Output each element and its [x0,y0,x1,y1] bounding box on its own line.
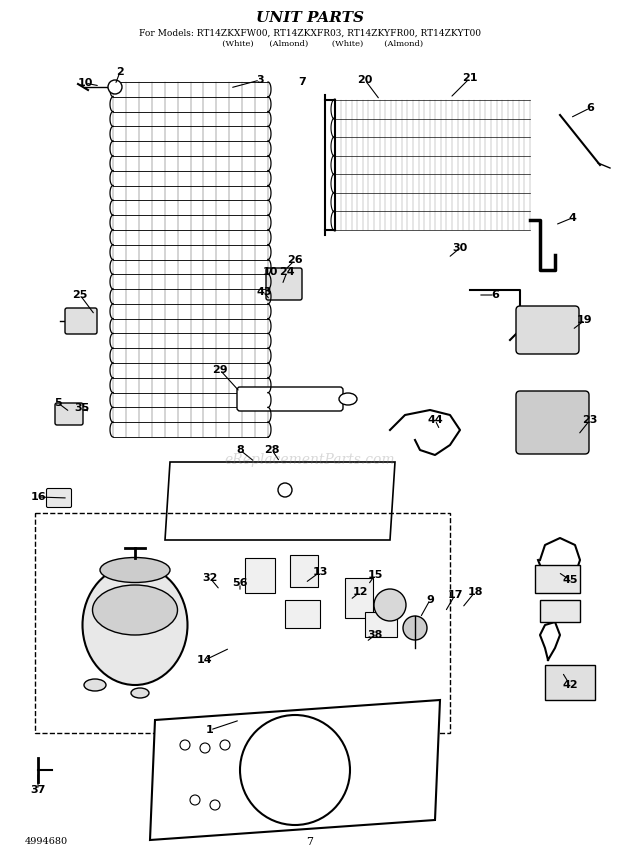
Circle shape [240,715,350,825]
Text: 30: 30 [453,243,467,253]
FancyBboxPatch shape [266,268,302,300]
Circle shape [190,795,200,805]
Text: 17: 17 [447,590,463,600]
Text: 7: 7 [306,837,314,847]
Text: 26: 26 [287,255,303,265]
Text: 10: 10 [262,267,278,277]
Circle shape [108,80,122,94]
Text: 4994680: 4994680 [25,837,68,847]
Circle shape [210,800,220,810]
Text: 38: 38 [367,630,383,640]
Text: 14: 14 [197,655,213,665]
FancyBboxPatch shape [516,391,589,454]
Text: 16: 16 [30,492,46,502]
Text: 35: 35 [74,403,90,413]
Ellipse shape [339,393,357,405]
Ellipse shape [131,688,149,698]
Circle shape [180,740,190,750]
Text: 10: 10 [78,78,92,88]
Text: 18: 18 [467,587,483,597]
Text: 32: 32 [202,573,218,583]
Text: 45: 45 [562,575,578,585]
Text: 29: 29 [212,365,228,375]
Text: 43: 43 [256,287,272,297]
Text: 24: 24 [279,267,295,277]
Text: UNIT PARTS: UNIT PARTS [256,11,364,25]
Text: 44: 44 [427,415,443,425]
Bar [345,578,373,618]
FancyBboxPatch shape [46,489,71,508]
Text: 5: 5 [54,398,62,408]
Text: 37: 37 [30,785,46,795]
Text: 28: 28 [264,445,280,455]
Polygon shape [150,700,440,840]
Text: 8: 8 [236,445,244,455]
Text: 12: 12 [352,587,368,597]
Text: 6: 6 [491,290,499,300]
Text: 25: 25 [73,290,87,300]
Text: (White)      (Almond)         (White)        (Almond): (White) (Almond) (White) (Almond) [197,40,423,48]
Polygon shape [165,462,395,540]
Circle shape [374,589,406,621]
Text: 15: 15 [367,570,383,580]
Text: 23: 23 [582,415,598,425]
Bar [285,600,320,628]
FancyBboxPatch shape [65,308,97,334]
Bar [245,558,275,593]
Text: 21: 21 [463,73,478,83]
Text: eReplacementParts.com: eReplacementParts.com [224,453,396,467]
Text: 2: 2 [116,67,124,77]
FancyBboxPatch shape [55,403,83,425]
Text: 4: 4 [568,213,576,223]
Bar [35,513,450,733]
Bar [540,600,580,622]
FancyBboxPatch shape [237,387,343,411]
Bar [535,565,580,593]
Ellipse shape [100,557,170,582]
FancyBboxPatch shape [516,306,579,354]
Text: 9: 9 [426,595,434,605]
Bar [290,555,318,587]
Text: 42: 42 [562,680,578,690]
Ellipse shape [82,565,187,685]
Text: 6: 6 [586,103,594,113]
Text: 56: 56 [232,578,248,588]
Circle shape [220,740,230,750]
Ellipse shape [92,585,177,635]
Text: 3: 3 [256,75,264,85]
Text: 7: 7 [298,77,306,87]
Text: 19: 19 [577,315,593,325]
Bar [365,612,397,637]
Circle shape [200,743,210,753]
Ellipse shape [84,679,106,691]
Text: 20: 20 [357,75,373,85]
Bar [545,665,595,700]
Text: For Models: RT14ZKXFW00, RT14ZKXFR03, RT14ZKYFR00, RT14ZKYT00: For Models: RT14ZKXFW00, RT14ZKXFR03, RT… [139,28,481,38]
Text: 13: 13 [312,567,328,577]
Text: 1: 1 [206,725,214,735]
Circle shape [278,483,292,497]
Circle shape [403,616,427,640]
